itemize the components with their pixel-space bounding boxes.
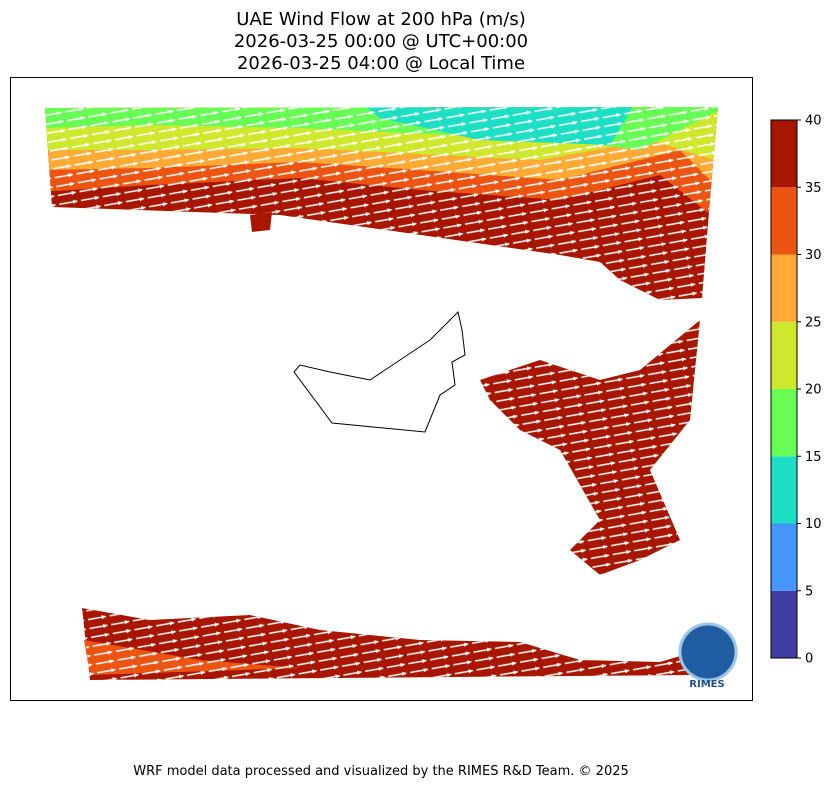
colorbar-segment (771, 187, 797, 255)
colorbar-segment (771, 389, 797, 457)
colorbar-tick-label: 40 (805, 114, 822, 129)
colorbar-tick-label: 10 (805, 517, 822, 532)
colorbar-tick-label: 15 (805, 450, 822, 465)
colorbar-segment (771, 456, 797, 524)
colorbar-segment (771, 321, 797, 389)
colorbar-tick-label: 0 (805, 652, 813, 667)
colorbar-segment (771, 254, 797, 322)
wind-field (45, 107, 718, 680)
colorbar-tick-label: 30 (805, 248, 822, 263)
colorbar-tick-label: 5 (805, 584, 813, 599)
colorbar-tick-label: 20 (805, 383, 822, 398)
colorbar-segment (771, 120, 797, 188)
title-line: 2026-03-25 04:00 @ Local Time (237, 53, 525, 74)
country-border (293, 311, 466, 433)
title-line: 2026-03-25 00:00 @ UTC+00:00 (234, 31, 528, 52)
colorbar-tick-label: 25 (805, 315, 822, 330)
logo: RIMES (678, 622, 738, 690)
colorbar-tick-label: 35 (805, 181, 822, 196)
footer: WRF model data processed and visualized … (133, 764, 629, 779)
title-line: UAE Wind Flow at 200 hPa (m/s) (236, 9, 525, 30)
logo-text: RIMES (689, 679, 724, 690)
colorbar: 0 5 10 15 20 25 30 35 40 (770, 114, 822, 667)
map-frame (10, 77, 753, 701)
colorbar-segment (771, 523, 797, 591)
colorbar-segment (771, 590, 797, 658)
